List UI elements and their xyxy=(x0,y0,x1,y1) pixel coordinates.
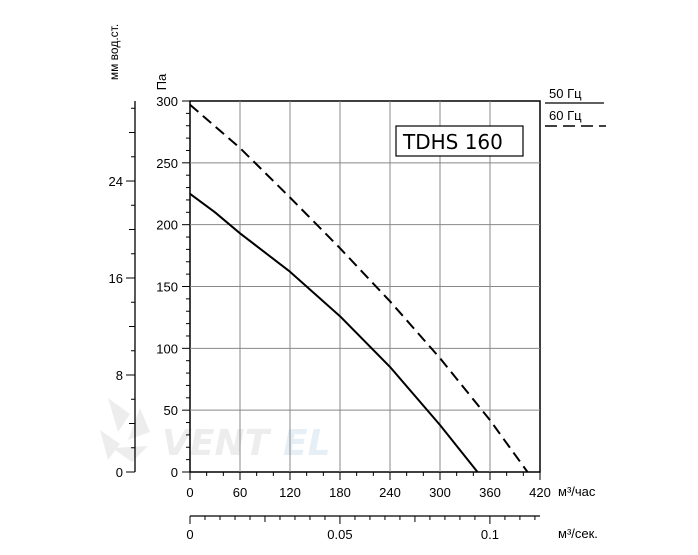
legend-label-50hz: 50 Гц xyxy=(549,86,582,101)
curve-60hz xyxy=(189,103,529,473)
x2-tick-label: 0 xyxy=(186,527,193,542)
y-axis-pa: 0 50 100 150 200 250 300 xyxy=(156,94,190,480)
y2-tick-label: 24 xyxy=(109,174,123,189)
model-label: TDHS 160 xyxy=(402,130,503,154)
x-tick-label: 0 xyxy=(186,485,193,500)
y2-tick-label: 0 xyxy=(116,465,123,480)
x2-tick-label: 0.05 xyxy=(327,527,352,542)
curves xyxy=(189,103,529,473)
x-axis-unit-m3h: м³/час xyxy=(558,484,596,499)
x-tick-label: 240 xyxy=(379,485,401,500)
x-tick-label: 120 xyxy=(279,485,301,500)
x-tick-label: 60 xyxy=(233,485,247,500)
ventel-watermark-logo: VENT EL xyxy=(100,398,331,464)
y-tick-label: 250 xyxy=(156,156,178,171)
x2-tick-label: 0.1 xyxy=(481,527,499,542)
model-label-box xyxy=(395,125,524,157)
y-tick-label: 100 xyxy=(156,341,178,356)
x-tick-label: 360 xyxy=(479,485,501,500)
y-tick-label: 300 xyxy=(156,94,178,109)
y-axis-unit-pa: Па xyxy=(154,73,169,90)
y2-axis-unit-mm: мм вод.ст. xyxy=(107,24,121,80)
x-tick-label: 300 xyxy=(429,485,451,500)
y2-tick-label: 16 xyxy=(109,271,123,286)
y-tick-label: 0 xyxy=(171,465,178,480)
y2-tick-label: 8 xyxy=(116,368,123,383)
x-axis-m3h: 0 60 120 180 240 300 360 420 xyxy=(186,472,551,500)
y-tick-label: 50 xyxy=(164,403,178,418)
svg-text:VENT: VENT xyxy=(162,423,272,464)
legend-label-60hz: 60 Гц xyxy=(549,108,582,123)
x-axis-m3s: 0 0.05 0.1 xyxy=(186,515,540,542)
y-tick-label: 200 xyxy=(156,218,178,233)
curve-50hz xyxy=(189,192,479,473)
legend: 50 Гц 60 Гц xyxy=(545,86,606,127)
x-tick-label: 180 xyxy=(329,485,351,500)
y-tick-label: 150 xyxy=(156,280,178,295)
x-tick-label: 420 xyxy=(529,485,551,500)
y-axis-mm-water: 0 8 16 24 xyxy=(109,101,136,480)
grid xyxy=(190,101,540,472)
svg-text:EL: EL xyxy=(283,423,331,464)
x2-axis-unit-m3s: м³/сек. xyxy=(558,526,598,541)
